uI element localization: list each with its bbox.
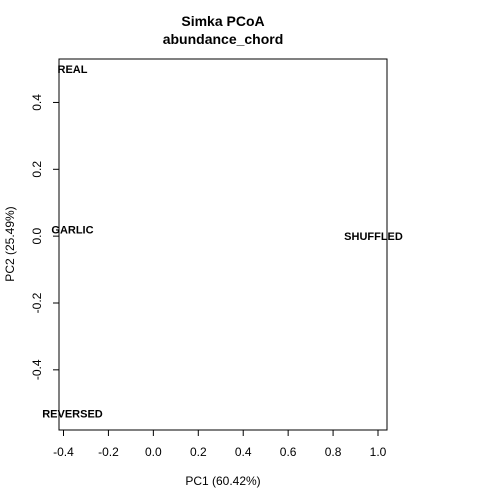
data-points: REAL GARLIC SHUFFLED REVERSED	[42, 64, 403, 420]
x-axis: -0.4 -0.2 0.0 0.2 0.4 0.6 0.8 1.0	[53, 429, 387, 459]
y-tick-label: 0.0	[30, 227, 44, 244]
y-tick-label: -0.2	[30, 292, 44, 313]
y-tick-label: 0.4	[30, 94, 44, 111]
y-axis: -0.4 -0.2 0.0 0.2 0.4	[30, 94, 60, 380]
plot-area	[58, 58, 388, 431]
x-tick-label: 0.6	[280, 445, 297, 459]
point-label-shuffled: SHUFFLED	[344, 231, 403, 243]
chart-title: Simka PCoA	[181, 13, 264, 29]
x-tick-label: -0.4	[53, 445, 74, 459]
x-tick-label: 0.0	[145, 445, 162, 459]
x-tick-label: 0.2	[190, 445, 207, 459]
y-tick-label: -0.4	[30, 359, 44, 380]
point-label-real: REAL	[58, 64, 88, 76]
point-label-reversed: REVERSED	[42, 408, 103, 420]
x-tick-label: 1.0	[370, 445, 387, 459]
x-tick-label: 0.8	[325, 445, 342, 459]
y-tick-label: 0.2	[30, 161, 44, 178]
y-axis-label: PC2 (25.49%)	[3, 206, 17, 281]
point-label-garlic: GARLIC	[51, 224, 93, 236]
x-axis-label: PC1 (60.42%)	[185, 474, 260, 488]
x-tick-label: 0.4	[235, 445, 252, 459]
chart-subtitle: abundance_chord	[163, 31, 284, 47]
x-tick-label: -0.2	[98, 445, 119, 459]
